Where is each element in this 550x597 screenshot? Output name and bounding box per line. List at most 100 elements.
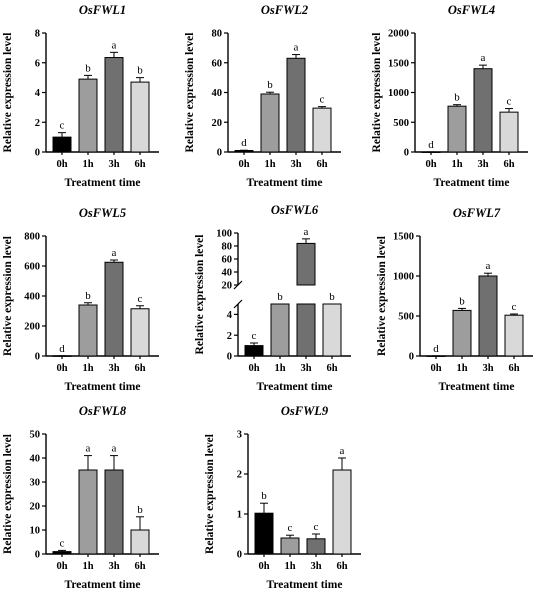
x-tick-label: 3h bbox=[310, 561, 321, 572]
x-tick-label: 1h bbox=[82, 561, 93, 572]
bar-1h bbox=[260, 93, 280, 153]
y-tick-label: 8 bbox=[35, 29, 40, 40]
bar-1h bbox=[452, 309, 472, 357]
significance-label: b bbox=[85, 62, 91, 74]
chart-title: OsFWL4 bbox=[448, 3, 495, 17]
chart-panel-OsFWL1: OsFWL1 Relative expression level Treatment… bbox=[2, 3, 159, 189]
y-tick-label: 0 bbox=[409, 352, 414, 363]
y-tick-label: 20 bbox=[30, 502, 41, 513]
y-tick-label: 0 bbox=[227, 352, 232, 363]
y-tick-label: 0 bbox=[35, 352, 40, 363]
significance-label: c bbox=[138, 293, 143, 305]
x-axis-title: Treatment time bbox=[257, 381, 333, 393]
significance-label: b bbox=[454, 92, 460, 104]
x-axis-title: Treatment time bbox=[65, 579, 141, 591]
chart-title: OsFWL8 bbox=[79, 404, 127, 418]
x-axis-title: Treatment time bbox=[267, 579, 343, 591]
bar-6h bbox=[130, 308, 150, 357]
bar-3h bbox=[104, 261, 124, 357]
significance-label: c bbox=[320, 94, 325, 106]
y-tick-label: 60 bbox=[212, 58, 223, 69]
x-tick-label: 3h bbox=[482, 363, 493, 374]
significance-label: c bbox=[60, 120, 65, 132]
y-tick-label: 0 bbox=[404, 148, 409, 159]
x-tick-label: 0h bbox=[56, 561, 67, 572]
x-tick-label: 3h bbox=[300, 363, 311, 374]
bar-0h bbox=[254, 512, 274, 555]
significance-label: b bbox=[459, 295, 465, 307]
y-tick-label: 20 bbox=[222, 281, 233, 292]
x-tick-label: 0h bbox=[430, 363, 441, 374]
bar-6h bbox=[504, 314, 524, 357]
bar-1h bbox=[78, 469, 98, 555]
bar-0h bbox=[244, 345, 264, 357]
y-tick-label: 20 bbox=[212, 118, 223, 129]
y-axis-title: Relative expression level bbox=[204, 434, 216, 554]
bar-0h bbox=[234, 150, 254, 153]
significance-label: a bbox=[486, 260, 491, 272]
x-tick-label: 3h bbox=[108, 561, 119, 572]
y-tick-label: 0 bbox=[237, 550, 242, 561]
chart-panel-OsFWL8: OsFWL8 Relative expression level Treatment… bbox=[2, 404, 159, 591]
y-tick-label: 4 bbox=[35, 88, 41, 99]
x-tick-label: 6h bbox=[134, 363, 145, 374]
significance-label: b bbox=[85, 290, 91, 302]
x-tick-label: 6h bbox=[134, 561, 145, 572]
y-tick-label: 2 bbox=[237, 470, 242, 481]
bar-6h bbox=[322, 303, 342, 357]
bar-6h bbox=[130, 529, 150, 555]
bar-3h bbox=[306, 538, 326, 555]
y-tick-label: 4 bbox=[227, 310, 233, 321]
y-tick-label: 40 bbox=[222, 268, 233, 279]
y-axis-title: Relative expression level bbox=[184, 33, 196, 153]
significance-label: c bbox=[288, 522, 293, 534]
significance-label: b bbox=[137, 65, 143, 77]
chart-title: OsFWL9 bbox=[281, 404, 329, 418]
y-tick-label: 500 bbox=[393, 118, 409, 129]
x-tick-label: 0h bbox=[425, 159, 436, 170]
bar-3h bbox=[104, 469, 124, 555]
significance-label: b bbox=[261, 490, 267, 502]
x-axis-title: Treatment time bbox=[65, 177, 141, 189]
significance-label: c bbox=[252, 330, 257, 342]
x-tick-label: 1h bbox=[82, 159, 93, 170]
bar-6h bbox=[130, 81, 150, 153]
y-tick-label: 2 bbox=[35, 118, 40, 129]
bar-1h bbox=[78, 304, 98, 357]
significance-label: a bbox=[294, 42, 299, 54]
x-tick-label: 6h bbox=[316, 159, 327, 170]
y-axis-title: Relative expression level bbox=[194, 235, 206, 355]
y-axis-title: Relative expression level bbox=[376, 236, 388, 356]
x-axis-title: Treatment time bbox=[247, 177, 323, 189]
significance-label: a bbox=[86, 443, 91, 455]
x-tick-label: 3h bbox=[290, 159, 301, 170]
bar-0h bbox=[52, 136, 72, 153]
x-tick-label: 0h bbox=[56, 159, 67, 170]
chart-panel-OsFWL9: OsFWL9 Relative expression level Treatment… bbox=[204, 404, 361, 591]
bar-0h bbox=[52, 551, 72, 555]
significance-label: d bbox=[433, 343, 439, 355]
y-tick-label: 40 bbox=[30, 454, 41, 465]
y-tick-label: 10 bbox=[30, 526, 41, 537]
y-tick-label: 0 bbox=[217, 148, 222, 159]
significance-label: c bbox=[512, 301, 517, 313]
y-tick-label: 3 bbox=[237, 430, 242, 441]
y-tick-label: 1000 bbox=[388, 88, 409, 99]
x-axis-title: Treatment time bbox=[434, 177, 510, 189]
significance-label: a bbox=[112, 39, 117, 51]
y-axis-title: Relative expression level bbox=[2, 33, 14, 153]
significance-label: d bbox=[428, 139, 434, 151]
x-tick-label: 0h bbox=[56, 363, 67, 374]
bar-1h bbox=[447, 105, 467, 153]
bar-6h bbox=[312, 107, 332, 153]
chart-title: OsFWL7 bbox=[453, 206, 501, 220]
significance-label: a bbox=[481, 52, 486, 64]
x-tick-label: 1h bbox=[274, 363, 285, 374]
axis-break-mark bbox=[233, 299, 243, 309]
y-tick-label: 50 bbox=[30, 430, 41, 441]
x-tick-label: 0h bbox=[248, 363, 259, 374]
y-axis-title: Relative expression level bbox=[2, 434, 14, 554]
y-tick-label: 1500 bbox=[388, 58, 409, 69]
x-tick-label: 6h bbox=[503, 159, 514, 170]
significance-label: c bbox=[314, 521, 319, 533]
